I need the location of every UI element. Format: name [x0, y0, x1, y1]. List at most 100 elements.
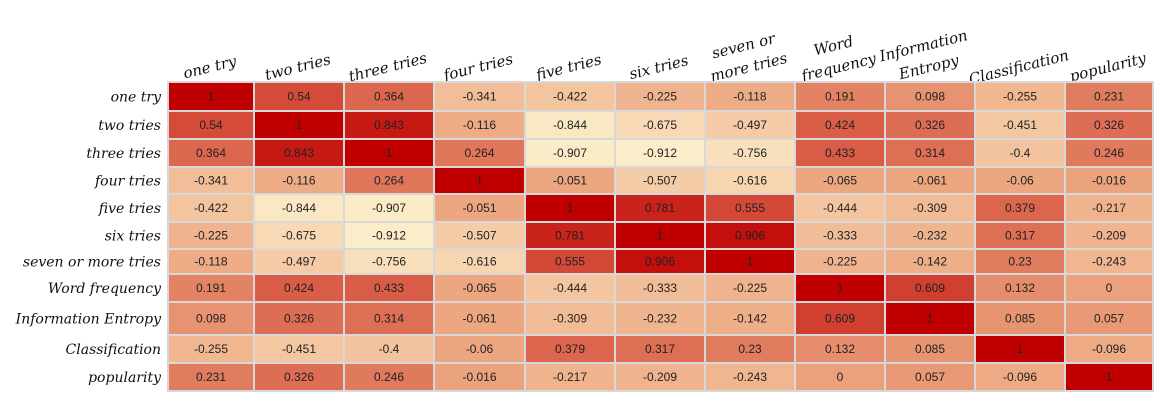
heatmap-cell	[884, 221, 976, 250]
cell-value-label: -0.065	[462, 281, 496, 295]
cell-value-label: -0.497	[282, 255, 316, 269]
cell-value-label: -0.061	[462, 312, 496, 326]
cell-value-label: -0.232	[643, 312, 677, 326]
heatmap-cell	[253, 193, 345, 223]
heatmap-cell	[433, 273, 526, 303]
cell-value-label: 0.264	[464, 146, 494, 160]
cell-value-label: -0.616	[462, 255, 496, 269]
column-label: two tries	[263, 50, 333, 84]
cell-value-label: -0.116	[282, 174, 315, 188]
heatmap-cell	[884, 166, 976, 195]
heatmap-cell	[1064, 110, 1154, 140]
heatmap-cell	[794, 273, 886, 303]
cell-value-label: -0.209	[1092, 229, 1126, 243]
heatmap-cell	[253, 273, 345, 303]
cell-value-label: -0.907	[372, 201, 406, 215]
cell-value-label: 0.379	[1005, 201, 1035, 215]
cell-value-label: -0.451	[282, 342, 316, 356]
cell-value-label: -0.051	[462, 201, 496, 215]
cell-value-label: -0.116	[463, 118, 496, 132]
cell-value-label: 0.555	[555, 255, 585, 269]
heatmap-cell	[704, 221, 796, 250]
cell-value-label: 0.326	[915, 118, 945, 132]
cell-value-label: -0.912	[372, 229, 406, 243]
cell-value-label: 0.433	[825, 146, 855, 160]
cell-value-label: 0.23	[738, 342, 762, 356]
cell-value-label: 0.085	[915, 342, 945, 356]
cell-value-label: 0	[837, 370, 844, 384]
heatmap-cell	[343, 248, 435, 275]
cell-value-label: -0.844	[282, 201, 316, 215]
cell-value-label: -0.444	[823, 201, 857, 215]
heatmap-cell	[794, 301, 886, 336]
heatmap-cell	[433, 301, 526, 336]
column-label-line: four tries	[441, 50, 515, 85]
cell-value-label: -0.096	[1003, 370, 1037, 384]
column-label: five tries	[533, 50, 603, 84]
cell-value-label: 1	[567, 201, 574, 215]
cell-value-label: 0.314	[374, 312, 404, 326]
column-label: three tries	[347, 49, 429, 86]
row-label: one try	[111, 90, 162, 106]
cell-value-label: 0.326	[284, 370, 314, 384]
row-label: two tries	[98, 118, 161, 134]
cell-value-label: 1	[476, 174, 483, 188]
row-label: Word frequency	[48, 281, 162, 297]
cell-value-label: -0.309	[553, 312, 587, 326]
heatmap-cell	[704, 362, 796, 392]
cell-value-label: -0.225	[194, 229, 228, 243]
cell-value-label: 1	[386, 146, 393, 160]
cell-value-label: -0.016	[462, 370, 496, 384]
cell-value-label: -0.217	[1092, 201, 1126, 215]
heatmap-cell	[167, 110, 255, 140]
cell-value-label: -0.142	[913, 255, 947, 269]
cell-value-label: -0.309	[913, 201, 947, 215]
heatmap-cell	[794, 110, 886, 140]
cell-value-label: 0.364	[374, 90, 404, 104]
column-label: one try	[181, 52, 238, 83]
cell-value-label: -0.4	[1010, 146, 1031, 160]
cell-value-label: 1	[657, 229, 664, 243]
heatmap-cell	[884, 273, 976, 303]
cell-value-label: 0.132	[1005, 281, 1035, 295]
cell-value-label: 0.424	[825, 118, 855, 132]
cell-value-label: -0.333	[643, 281, 677, 295]
row-label: popularity	[88, 370, 162, 386]
cell-value-label: -0.497	[733, 118, 767, 132]
heatmap-cell	[614, 193, 706, 223]
cell-value-label: -0.756	[372, 255, 406, 269]
cell-value-label: 0.231	[1094, 90, 1124, 104]
cell-value-label: 0.609	[915, 281, 945, 295]
heatmap-cell	[253, 362, 345, 392]
heatmap-cell	[524, 362, 616, 392]
cell-value-label: 0.906	[645, 255, 675, 269]
cell-value-label: -0.616	[733, 174, 767, 188]
heatmap-cell	[253, 166, 345, 195]
cell-value-label: -0.06	[466, 342, 494, 356]
cell-value-label: 0.781	[555, 229, 585, 243]
cell-value-label: 0.085	[1005, 312, 1035, 326]
row-label: seven or more tries	[23, 255, 161, 271]
heatmap-cell	[524, 301, 616, 336]
heatmap-cell	[1064, 334, 1154, 364]
heatmap-cell	[524, 138, 616, 168]
cell-value-label: -0.507	[643, 174, 677, 188]
column-label: popularity	[1068, 49, 1149, 85]
cell-value-label: 0.843	[374, 118, 404, 132]
cell-value-label: -0.051	[553, 174, 587, 188]
cell-value-label: 0.555	[735, 201, 765, 215]
cell-value-label: 0.246	[374, 370, 404, 384]
cell-value-label: 0.317	[645, 342, 675, 356]
column-label: six tries	[627, 51, 690, 83]
cell-value-label: -0.243	[733, 370, 767, 384]
cell-value-label: 0.424	[284, 281, 314, 295]
column-label-line: one try	[181, 52, 238, 83]
cell-value-label: -0.255	[194, 342, 228, 356]
row-labels: one try two tries three tries four tries fiv…	[15, 90, 162, 387]
cell-value-label: -0.142	[733, 312, 767, 326]
cell-value-label: -0.907	[553, 146, 587, 160]
column-label-line: three tries	[347, 49, 429, 86]
heatmap-cell	[794, 193, 886, 223]
cell-value-label: 0.326	[284, 312, 314, 326]
